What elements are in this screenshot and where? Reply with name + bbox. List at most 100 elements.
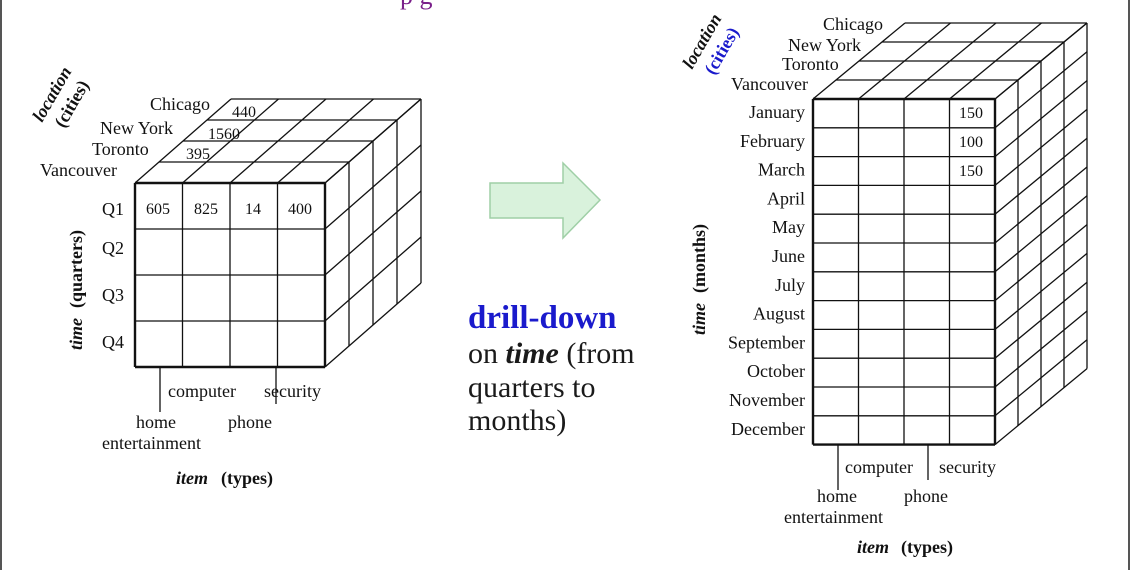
right-item-phone: phone <box>904 486 948 506</box>
caption-line1-pre: on <box>468 336 506 370</box>
left-time-axis: time (quarters) <box>66 230 87 350</box>
left-item-axis-sub: (types) <box>221 468 273 489</box>
left-quarter-q3: Q3 <box>102 285 124 305</box>
left-city-labels: Chicago New York Toronto Vancouver <box>40 94 210 180</box>
right-month-label: March <box>758 160 805 180</box>
left-back-value-chicago: 440 <box>232 104 256 121</box>
left-quarter-q1: Q1 <box>102 199 124 219</box>
left-q1-computer: 825 <box>194 201 218 218</box>
left-side-dline <box>324 190 422 276</box>
right-time-axis-title: time <box>689 303 709 335</box>
left-q1-values: 605 825 14 400 <box>146 201 312 218</box>
left-city-new-york: New York <box>100 118 173 138</box>
right-item-computer: computer <box>845 457 913 477</box>
right-mar-security: 150 <box>959 163 983 180</box>
right-item-entertainment: entertainment <box>784 507 883 527</box>
left-data-cube <box>133 98 422 369</box>
right-city-toronto: Toronto <box>782 54 839 74</box>
left-item-home: home <box>136 412 176 432</box>
left-item-computer: computer <box>168 381 236 401</box>
left-top-dline <box>277 98 374 184</box>
right-location-axis: location (cities) <box>678 10 744 78</box>
right-side-dline <box>994 51 1088 129</box>
right-month-label: December <box>731 419 805 439</box>
right-item-axis-title: item <box>857 537 889 557</box>
right-side-dline <box>994 310 1088 388</box>
right-city-chicago: Chicago <box>823 14 883 34</box>
right-side-dline <box>994 368 1088 446</box>
right-month-label: November <box>729 390 805 410</box>
drill-down-arrow-icon <box>489 161 602 240</box>
left-top-dline <box>182 98 279 184</box>
left-item-axis: computer security home phone entertainme… <box>102 367 321 489</box>
right-month-label: October <box>747 361 805 381</box>
right-city-vancouver: Vancouver <box>731 74 808 94</box>
left-side-dline <box>324 282 422 368</box>
left-item-security: security <box>264 381 321 401</box>
left-back-values: 440 1560 395 <box>186 104 256 163</box>
left-quarter-q2: Q2 <box>102 238 124 258</box>
left-item-axis-title: item <box>176 468 208 488</box>
left-back-value-new-york: 1560 <box>208 126 240 143</box>
left-city-vancouver: Vancouver <box>40 160 117 180</box>
left-back-value-toronto: 395 <box>186 146 210 163</box>
left-city-chicago: Chicago <box>150 94 210 114</box>
left-q1-phone: 14 <box>245 201 261 218</box>
right-jan-security: 150 <box>959 105 983 122</box>
right-item-home: home <box>817 486 857 506</box>
right-side-dline <box>994 281 1088 359</box>
left-time-axis-sub: (quarters) <box>66 230 87 308</box>
right-side-dline <box>994 252 1088 330</box>
right-month-label: January <box>749 102 805 122</box>
left-side-dline <box>324 144 422 230</box>
left-side-dline <box>324 236 422 322</box>
header-fragment: p g <box>400 0 433 10</box>
right-item-axis-sub: (types) <box>901 537 953 558</box>
right-side-dline <box>994 137 1088 215</box>
caption-line1-post: (from <box>558 336 635 370</box>
left-side-dline <box>324 98 422 184</box>
right-item-security: security <box>939 457 996 477</box>
right-month-label: June <box>772 246 805 266</box>
left-top-dline <box>134 98 232 184</box>
right-side-dline <box>994 195 1088 273</box>
right-side-dline <box>994 339 1088 417</box>
left-q1-security: 400 <box>288 201 312 218</box>
left-time-axis-title: time <box>66 318 86 350</box>
right-month-label: August <box>753 304 805 324</box>
right-feb-security: 100 <box>959 134 983 151</box>
right-side-dline <box>994 224 1088 302</box>
left-city-toronto: Toronto <box>92 139 149 159</box>
drill-down-caption: drill-down on time (from quarters to mon… <box>468 300 668 438</box>
left-q1-home-entertainment: 605 <box>146 201 170 218</box>
left-quarter-q4: Q4 <box>102 332 124 352</box>
left-item-entertainment: entertainment <box>102 433 201 453</box>
left-top-dline <box>229 98 327 184</box>
right-month-label: April <box>767 188 805 208</box>
right-data-cube <box>811 22 1088 446</box>
right-side-dline <box>994 166 1088 244</box>
left-item-phone: phone <box>228 412 272 432</box>
right-security-values: 150 100 150 <box>959 105 983 180</box>
right-city-new-york: New York <box>788 35 861 55</box>
right-side-dline <box>994 108 1088 186</box>
right-side-dline <box>994 22 1088 100</box>
right-top-dline <box>903 22 997 100</box>
right-item-axis: computer security home phone entertainme… <box>784 444 996 558</box>
right-city-labels: Chicago New York Toronto Vancouver <box>731 14 883 94</box>
right-time-axis: time (months) <box>689 224 710 335</box>
right-top-dline <box>949 22 1042 100</box>
caption-line1-em: time <box>505 336 559 370</box>
caption-line3: months) <box>468 404 567 438</box>
right-month-label: February <box>740 131 805 151</box>
right-side-dline <box>994 80 1088 158</box>
left-location-axis: location (cities) <box>28 63 94 131</box>
right-month-label: July <box>775 275 805 295</box>
right-month-labels: January February March April May June July Augu… <box>728 102 805 439</box>
right-month-label: May <box>772 217 805 237</box>
right-top-dline <box>858 22 951 100</box>
right-month-label: September <box>728 332 805 352</box>
right-top-dline <box>812 22 906 100</box>
